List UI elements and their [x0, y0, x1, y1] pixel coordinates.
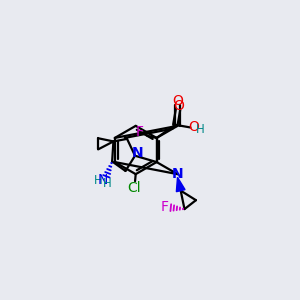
Text: H: H	[196, 122, 205, 136]
Text: H: H	[94, 174, 102, 187]
Text: N: N	[172, 167, 183, 181]
Text: H: H	[103, 177, 111, 190]
Text: O: O	[173, 94, 184, 108]
Text: N: N	[98, 173, 108, 188]
Text: F: F	[136, 124, 144, 139]
Text: N: N	[131, 146, 143, 160]
Polygon shape	[176, 177, 185, 192]
Text: F: F	[160, 200, 169, 214]
Text: Cl: Cl	[127, 182, 141, 195]
Text: O: O	[188, 121, 199, 134]
Text: O: O	[173, 99, 184, 113]
